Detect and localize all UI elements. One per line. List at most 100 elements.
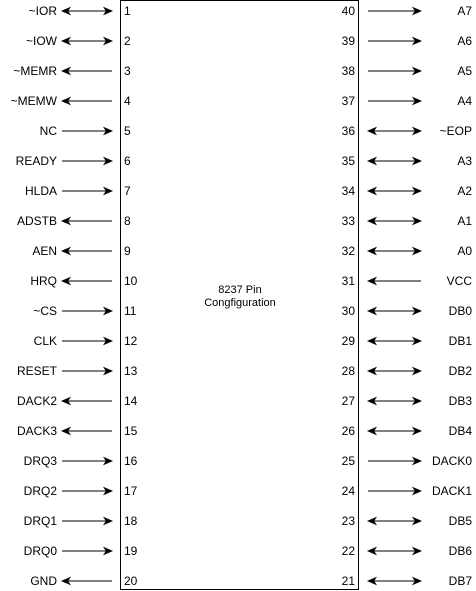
left-pin-row: READY 6	[16, 154, 131, 168]
left-pin-number: 7	[124, 184, 131, 198]
left-pin-name: DACK2	[17, 394, 57, 408]
arrow-left-icon	[367, 396, 378, 406]
right-pin-number: 23	[342, 514, 356, 528]
right-pin-number: 22	[342, 544, 356, 558]
left-pin-name: ~IOR	[29, 4, 58, 18]
pin-connector	[62, 186, 113, 196]
right-pin-number: 37	[342, 94, 356, 108]
right-pin-name: A7	[457, 4, 472, 18]
left-pin-name: NC	[40, 124, 58, 138]
arrow-right-icon	[411, 336, 422, 346]
pin-connector	[61, 96, 112, 106]
arrow-right-icon	[411, 456, 422, 466]
left-pin-number: 13	[124, 364, 138, 378]
left-pin-name: DRQ2	[24, 484, 58, 498]
arrow-left-icon	[61, 96, 72, 106]
left-pin-row: ~IOW 2	[26, 34, 131, 48]
right-pin-row: 33 A1	[342, 214, 473, 228]
pin-connector	[62, 336, 113, 346]
left-pin-row: HLDA 7	[25, 184, 131, 198]
left-pin-row: HRQ 10	[30, 274, 137, 288]
arrow-left-icon	[61, 576, 72, 586]
right-pin-number: 21	[342, 574, 356, 588]
pin-connector	[61, 66, 112, 76]
pin-connector	[62, 156, 113, 166]
arrow-left-icon	[367, 186, 378, 196]
chip-body	[120, 0, 359, 590]
arrow-left-icon	[367, 576, 378, 586]
arrow-left-icon	[61, 216, 72, 226]
left-pin-name: CLK	[34, 334, 57, 348]
left-pin-number: 11	[124, 304, 137, 318]
pin-connector	[367, 336, 422, 346]
right-pin-number: 36	[342, 124, 356, 138]
pin-connector	[61, 576, 112, 586]
pin-connector	[61, 6, 113, 16]
left-pin-name: HLDA	[25, 184, 57, 198]
left-pin-row: ADSTB 8	[17, 214, 131, 228]
right-pin-number: 26	[342, 424, 356, 438]
right-pin-name: DB3	[449, 394, 473, 408]
arrow-left-icon	[61, 246, 72, 256]
right-pin-number: 34	[342, 184, 356, 198]
right-pin-number: 39	[342, 34, 356, 48]
right-pin-name: DB7	[449, 574, 473, 588]
pin-connector	[367, 576, 422, 586]
arrow-left-icon	[367, 546, 378, 556]
left-pin-name: ~IOW	[26, 34, 58, 48]
arrow-right-icon	[102, 546, 113, 556]
right-pin-row: 35 A3	[342, 154, 473, 168]
arrow-right-icon	[411, 156, 422, 166]
right-pin-number: 31	[342, 274, 356, 288]
left-pin-name: DRQ3	[24, 454, 58, 468]
pin-connector	[61, 396, 112, 406]
right-pin-row: 21 DB7	[342, 574, 473, 588]
left-pin-number: 1	[124, 4, 131, 18]
left-pin-number: 9	[124, 244, 131, 258]
pin-connector	[367, 546, 422, 556]
right-pin-row: 24 DACK1	[342, 484, 473, 498]
left-pin-row: GND 20	[30, 574, 137, 588]
pin-connector	[62, 516, 113, 526]
left-pin-row: DRQ2 17	[24, 484, 138, 498]
pin-connector	[367, 396, 422, 406]
right-pin-number: 24	[342, 484, 356, 498]
left-pin-name: DACK3	[17, 424, 57, 438]
left-pin-row: DRQ3 16	[24, 454, 138, 468]
right-pin-name: A0	[457, 244, 472, 258]
arrow-left-icon	[367, 156, 378, 166]
arrow-left-icon	[61, 426, 72, 436]
arrow-left-icon	[61, 36, 72, 46]
right-pin-name: DB4	[449, 424, 473, 438]
arrow-right-icon	[102, 456, 113, 466]
arrow-left-icon	[367, 216, 378, 226]
arrow-left-icon	[367, 336, 378, 346]
right-pin-name: DB2	[449, 364, 473, 378]
left-pin-number: 4	[124, 94, 131, 108]
arrow-right-icon	[411, 516, 422, 526]
left-pin-number: 15	[124, 424, 138, 438]
left-pin-number: 20	[124, 574, 138, 588]
arrow-left-icon	[367, 516, 378, 526]
arrow-right-icon	[411, 576, 422, 586]
right-pin-name: A6	[457, 34, 472, 48]
right-pin-row: 39 A6	[342, 34, 473, 48]
pin-connector	[367, 186, 422, 196]
left-pin-number: 8	[124, 214, 131, 228]
right-pin-row: 25 DACK0	[342, 454, 473, 468]
left-pin-name: GND	[30, 574, 57, 588]
left-pin-name: ~MEMR	[13, 64, 57, 78]
chip-title-line1: 8237 Pin	[218, 284, 261, 296]
arrow-left-icon	[61, 276, 72, 286]
left-pin-row: NC 5	[40, 124, 131, 138]
pin-connector	[367, 156, 422, 166]
right-pin-row: 29 DB1	[342, 334, 473, 348]
pin-connector	[368, 36, 422, 46]
right-pin-row: 36 ~EOP	[342, 124, 472, 138]
right-pin-name: DB6	[449, 544, 473, 558]
right-pin-number: 38	[342, 64, 356, 78]
right-pin-name: A3	[457, 154, 472, 168]
left-pin-row: ~IOR 1	[29, 4, 131, 18]
right-pin-row: 34 A2	[342, 184, 473, 198]
arrow-left-icon	[61, 6, 72, 16]
